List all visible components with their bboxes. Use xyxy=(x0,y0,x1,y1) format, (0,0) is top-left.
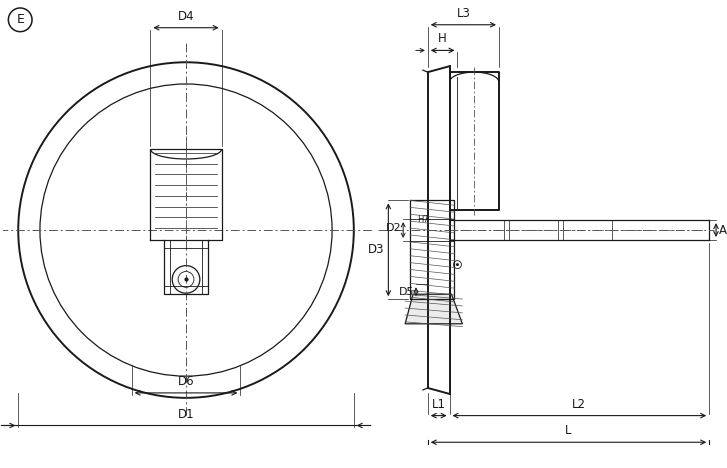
Text: D1: D1 xyxy=(177,408,194,421)
Text: L: L xyxy=(565,424,571,437)
Text: D4: D4 xyxy=(177,10,194,23)
Circle shape xyxy=(172,265,200,293)
Circle shape xyxy=(454,261,462,269)
Circle shape xyxy=(456,263,459,266)
Polygon shape xyxy=(405,294,462,324)
Text: D6: D6 xyxy=(177,375,194,388)
Circle shape xyxy=(178,271,194,287)
Text: L3: L3 xyxy=(457,7,470,20)
Text: D3: D3 xyxy=(368,243,385,256)
Text: H7: H7 xyxy=(417,215,429,224)
Text: D5: D5 xyxy=(398,287,414,297)
Text: E: E xyxy=(16,13,24,26)
Text: A: A xyxy=(719,224,727,236)
Text: L2: L2 xyxy=(572,398,587,411)
Text: L1: L1 xyxy=(432,398,446,411)
Text: H: H xyxy=(438,32,447,45)
Text: D2: D2 xyxy=(385,223,401,233)
